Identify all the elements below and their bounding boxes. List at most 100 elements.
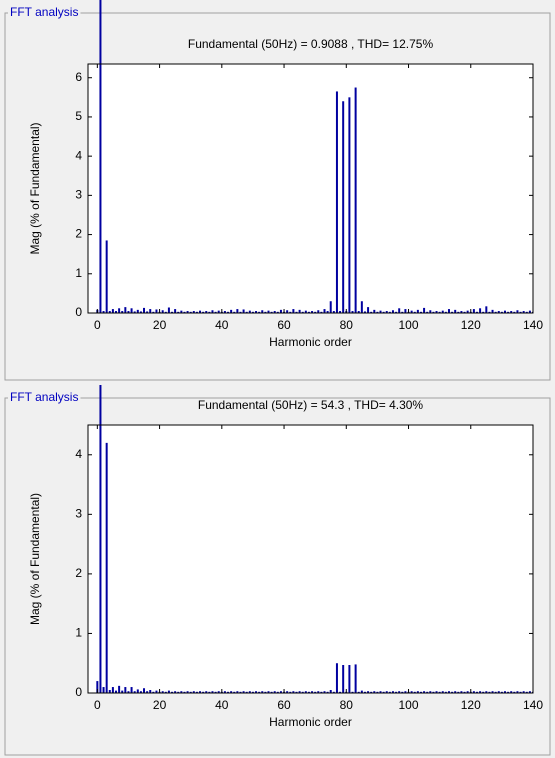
bar <box>186 311 189 313</box>
bar <box>416 691 419 693</box>
bar <box>121 311 124 313</box>
bar <box>251 691 254 693</box>
bar <box>152 311 155 313</box>
bar <box>507 311 510 313</box>
bar <box>136 309 139 313</box>
bar <box>404 691 407 693</box>
bar <box>494 311 497 313</box>
y-axis-label: Mag (% of Fundamental) <box>28 122 42 254</box>
bar <box>202 311 205 313</box>
bar <box>146 691 149 693</box>
bar <box>152 691 155 693</box>
bar <box>500 311 503 313</box>
bar <box>199 310 202 313</box>
y-tick-label: 0 <box>75 685 82 699</box>
y-tick-label: 5 <box>75 109 82 123</box>
bar <box>516 691 519 693</box>
y-tick-label: 4 <box>75 447 82 461</box>
bar <box>301 311 304 313</box>
bar <box>121 690 124 693</box>
bar <box>255 691 258 693</box>
bar <box>304 691 307 693</box>
bar <box>360 301 363 313</box>
bar <box>276 311 279 313</box>
bar <box>491 309 494 313</box>
bar <box>174 309 177 313</box>
x-tick-label: 0 <box>94 698 101 712</box>
bar <box>479 691 482 693</box>
bar <box>242 309 245 313</box>
bar <box>491 691 494 693</box>
bar <box>385 691 388 693</box>
bar <box>230 691 233 693</box>
bar <box>457 311 460 313</box>
bar <box>488 311 491 313</box>
bar <box>164 311 167 313</box>
bar <box>475 311 478 313</box>
bar <box>503 310 506 313</box>
bar <box>301 691 304 693</box>
bar <box>223 311 226 313</box>
bar <box>423 691 426 693</box>
bar <box>115 311 118 313</box>
bar <box>385 311 388 313</box>
bar <box>395 311 398 313</box>
x-tick-label: 20 <box>153 318 167 332</box>
bar <box>479 308 482 313</box>
chart-title: Fundamental (50Hz) = 0.9088 , THD= 12.75… <box>188 37 434 51</box>
bar <box>133 311 136 313</box>
bar <box>317 310 320 313</box>
panel-border <box>4 397 551 756</box>
x-axis-label: Harmonic order <box>269 335 352 349</box>
bar <box>391 691 394 693</box>
bar <box>379 691 382 693</box>
x-tick-label: 120 <box>461 698 481 712</box>
bar <box>298 309 301 313</box>
bar <box>102 311 105 313</box>
bar <box>507 691 510 693</box>
bar <box>155 690 158 693</box>
bar <box>139 691 142 693</box>
bar <box>500 691 503 693</box>
bar <box>513 311 516 313</box>
bar <box>161 691 164 693</box>
bar <box>177 691 180 693</box>
bar <box>466 310 469 313</box>
bar <box>258 311 261 313</box>
bar <box>139 311 142 313</box>
bar <box>460 691 463 693</box>
bar <box>317 691 320 693</box>
bar <box>398 308 401 313</box>
bar <box>127 311 130 313</box>
bar <box>143 688 146 693</box>
bar <box>332 691 335 693</box>
bar <box>227 691 230 693</box>
bar <box>451 311 454 313</box>
bar <box>195 311 198 313</box>
bar <box>189 691 192 693</box>
bar <box>115 690 118 693</box>
bar <box>273 311 276 313</box>
bar <box>149 309 152 313</box>
x-tick-label: 20 <box>153 698 167 712</box>
bar <box>279 309 282 313</box>
bar <box>239 691 242 693</box>
bar <box>342 101 345 313</box>
bar <box>261 310 264 313</box>
bar <box>261 691 264 693</box>
bar <box>335 663 338 693</box>
bar <box>264 311 267 313</box>
bar <box>174 691 177 693</box>
bar <box>208 691 211 693</box>
bar <box>376 691 379 693</box>
chart-title: Fundamental (50Hz) = 54.3 , THD= 4.30% <box>198 398 424 412</box>
bar <box>444 311 447 313</box>
bar <box>413 311 416 313</box>
fft-panel: 0 20 40 60 80 100 120 140 0 1 2 3 4 Fundamental (50Hz… <box>4 385 551 756</box>
bar <box>311 311 314 313</box>
bar <box>192 691 195 693</box>
bar <box>304 310 307 313</box>
axes-box <box>87 424 534 694</box>
bar <box>395 691 398 693</box>
bar <box>264 691 267 693</box>
